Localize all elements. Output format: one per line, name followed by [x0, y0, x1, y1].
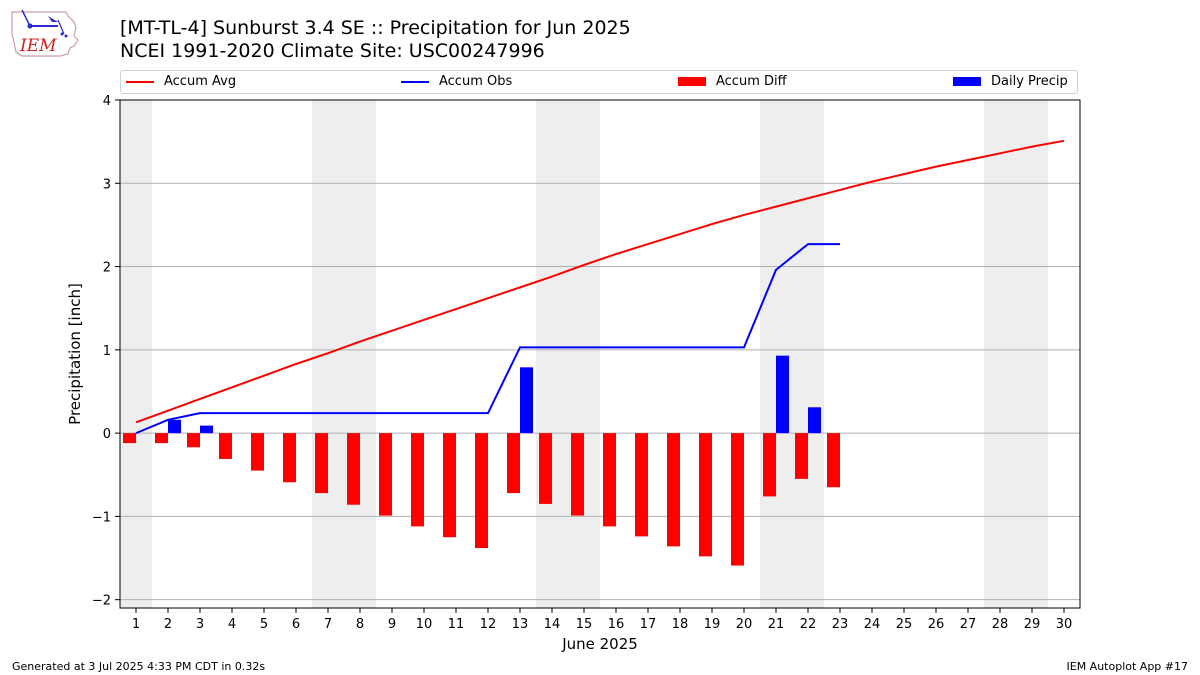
accum-diff-bar	[795, 433, 808, 479]
x-tick-label: 25	[896, 617, 913, 632]
accum-diff-bar	[155, 433, 168, 444]
accum-diff-bar	[187, 433, 200, 448]
legend-swatch	[401, 80, 429, 83]
chart-title: [MT-TL-4] Sunburst 3.4 SE :: Precipitati…	[120, 17, 631, 39]
weekend-shade	[760, 100, 824, 608]
y-tick-label: −2	[92, 594, 111, 609]
x-tick-label: 13	[512, 617, 529, 632]
x-tick-label: 9	[388, 617, 396, 632]
daily-precip-bar	[168, 419, 181, 434]
plot-frame	[119, 99, 1081, 609]
x-tick-label: 6	[292, 617, 300, 632]
accum-diff-bar	[539, 433, 552, 504]
x-tick-label: 15	[576, 617, 593, 632]
legend-label: Accum Obs	[439, 74, 513, 89]
footer-generated: Generated at 3 Jul 2025 4:33 PM CDT in 0…	[12, 660, 266, 673]
daily-precip-bar	[776, 355, 789, 434]
x-tick-label: 24	[864, 617, 881, 632]
x-tick-label: 18	[672, 617, 689, 632]
iem-logo: IEM	[8, 6, 80, 60]
weekend-shade	[120, 100, 152, 608]
x-tick-label: 7	[324, 617, 332, 632]
accum-diff-bar	[411, 433, 424, 527]
logo-text: IEM	[19, 36, 57, 56]
footer-app: IEM Autoplot App #17	[1066, 660, 1189, 673]
x-tick-label: 16	[608, 617, 625, 632]
weekend-shade	[984, 100, 1048, 608]
x-tick-label: 1	[132, 617, 140, 632]
daily-precip-bar	[808, 407, 821, 434]
x-tick-label: 21	[768, 617, 785, 632]
y-tick-label: 4	[103, 94, 111, 109]
y-tick-label: 3	[103, 177, 111, 192]
accum-diff-bar	[251, 433, 264, 471]
accum-avg-line	[135, 139, 1065, 424]
legend-swatch	[953, 77, 981, 86]
accum-diff-bar	[219, 433, 232, 459]
legend-item-daily-precip: Daily Precip	[953, 74, 1068, 89]
x-tick-label: 28	[992, 617, 1009, 632]
accum-diff-bar	[571, 433, 584, 516]
daily-precip-bar	[520, 367, 533, 434]
accum-diff-bar	[443, 433, 456, 538]
accum-diff-bar	[123, 433, 136, 444]
accum-obs-line	[135, 243, 840, 435]
legend-item-accum-diff: Accum Diff	[678, 74, 787, 89]
y-axis-label: Precipitation [inch]	[66, 283, 84, 425]
accum-diff-bar	[283, 433, 296, 483]
legend-swatch	[678, 77, 706, 86]
accum-diff-bar	[379, 433, 392, 516]
accum-diff-bar	[475, 433, 488, 549]
x-tick-label: 29	[1024, 617, 1041, 632]
x-tick-label: 27	[960, 617, 977, 632]
legend: Accum Avg Accum Obs Accum Diff Daily Pre…	[120, 70, 1078, 94]
legend-item-accum-obs: Accum Obs	[401, 74, 512, 89]
x-tick-label: 22	[800, 617, 817, 632]
y-tick-label: 1	[103, 344, 111, 359]
x-tick-label: 8	[356, 617, 364, 632]
accum-diff-bar	[347, 433, 360, 505]
y-tick-label: −1	[92, 510, 111, 525]
x-tick-label: 10	[416, 617, 433, 632]
x-tick-label: 14	[544, 617, 561, 632]
chart-subtitle: NCEI 1991-2020 Climate Site: USC00247996	[120, 40, 545, 62]
x-tick-label: 4	[228, 617, 236, 632]
x-tick-label: 23	[832, 617, 849, 632]
x-tick-label: 2	[164, 617, 172, 632]
legend-label: Daily Precip	[991, 74, 1068, 89]
x-tick-label: 3	[196, 617, 204, 632]
x-tick-label: 11	[448, 617, 465, 632]
accum-diff-bar	[827, 433, 840, 488]
x-tick-label: 17	[640, 617, 657, 632]
x-tick-label: 26	[928, 617, 945, 632]
weekend-shade	[312, 100, 376, 608]
x-axis-label: June 2025	[561, 635, 638, 653]
legend-swatch	[126, 80, 154, 83]
weekend-shade	[536, 100, 600, 608]
x-tick-label: 20	[736, 617, 753, 632]
accum-diff-bar	[699, 433, 712, 557]
accum-diff-bar	[667, 433, 680, 547]
legend-label: Accum Diff	[716, 74, 787, 89]
accum-diff-bar	[635, 433, 648, 537]
accum-diff-bar	[763, 433, 776, 497]
x-tick-label: 30	[1056, 617, 1073, 632]
x-tick-label: 12	[480, 617, 497, 632]
legend-item-accum-avg: Accum Avg	[126, 74, 236, 89]
x-tick-label: 19	[704, 617, 721, 632]
accum-diff-bar	[731, 433, 744, 566]
y-tick-label: 2	[103, 261, 111, 276]
legend-label: Accum Avg	[164, 74, 237, 89]
y-tick-label: 0	[103, 427, 111, 442]
accum-diff-bar	[507, 433, 520, 494]
daily-precip-bar	[200, 425, 213, 434]
accum-diff-bar	[315, 433, 328, 494]
accum-diff-bar	[603, 433, 616, 527]
x-tick-label: 5	[260, 617, 268, 632]
